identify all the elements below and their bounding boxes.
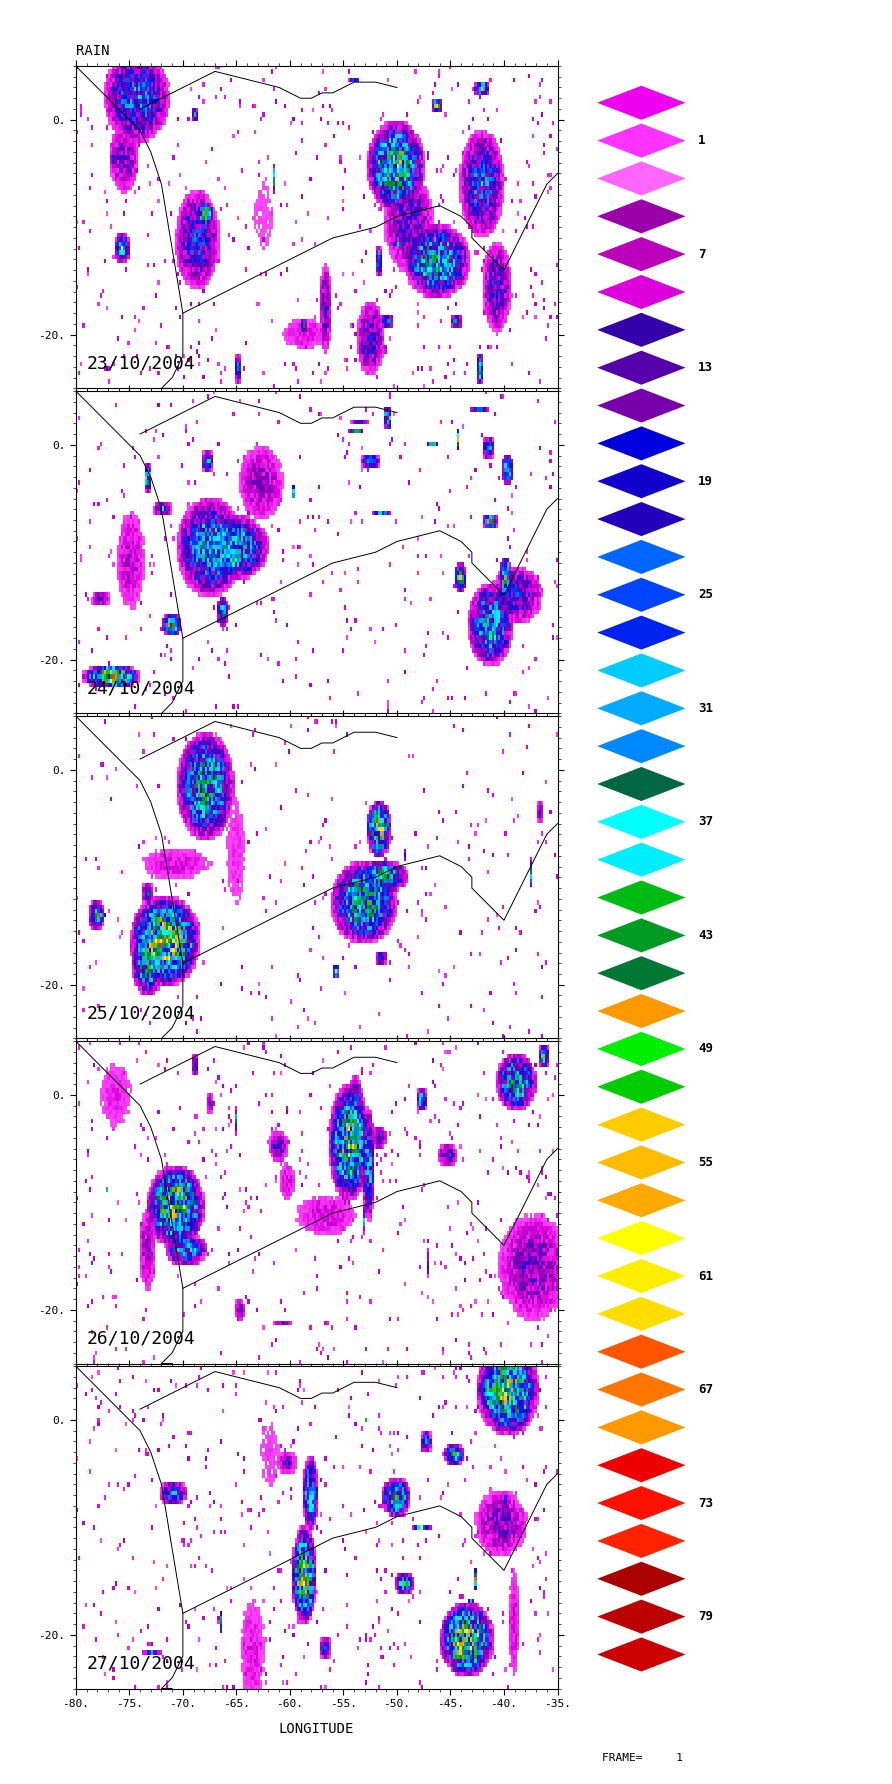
Text: 7: 7 — [698, 248, 706, 260]
Polygon shape — [598, 690, 686, 726]
Polygon shape — [598, 1561, 686, 1597]
Polygon shape — [598, 1600, 686, 1634]
Polygon shape — [598, 275, 686, 309]
Text: 61: 61 — [698, 1270, 714, 1283]
Polygon shape — [598, 1372, 686, 1406]
Text: 49: 49 — [698, 1042, 714, 1056]
Polygon shape — [598, 389, 686, 423]
Text: 25: 25 — [698, 589, 714, 601]
Text: 1: 1 — [698, 134, 706, 146]
Polygon shape — [598, 1524, 686, 1557]
Polygon shape — [598, 730, 686, 764]
Polygon shape — [598, 767, 686, 801]
Text: FRAME=     1: FRAME= 1 — [602, 1752, 682, 1763]
Polygon shape — [598, 994, 686, 1028]
Polygon shape — [598, 200, 686, 234]
Polygon shape — [598, 1183, 686, 1217]
Polygon shape — [598, 464, 686, 498]
Polygon shape — [598, 1334, 686, 1368]
Text: 23/10/2004: 23/10/2004 — [87, 355, 195, 373]
Polygon shape — [598, 123, 686, 157]
Polygon shape — [598, 1449, 686, 1483]
Polygon shape — [598, 1031, 686, 1067]
Polygon shape — [598, 541, 686, 574]
Polygon shape — [598, 956, 686, 990]
Text: 19: 19 — [698, 475, 714, 487]
Text: 43: 43 — [698, 929, 714, 942]
Polygon shape — [598, 312, 686, 346]
Text: 55: 55 — [698, 1156, 714, 1169]
Polygon shape — [598, 842, 686, 876]
Polygon shape — [598, 1220, 686, 1256]
Polygon shape — [598, 1297, 686, 1331]
Text: 79: 79 — [698, 1611, 714, 1623]
Polygon shape — [598, 919, 686, 953]
Text: 13: 13 — [698, 360, 714, 375]
Polygon shape — [598, 805, 686, 838]
Polygon shape — [598, 1070, 686, 1104]
Text: 73: 73 — [698, 1497, 714, 1509]
Text: RAIN: RAIN — [76, 43, 110, 57]
Text: 31: 31 — [698, 701, 714, 715]
Polygon shape — [598, 653, 686, 687]
Polygon shape — [598, 161, 686, 196]
Polygon shape — [598, 1411, 686, 1445]
Polygon shape — [598, 1145, 686, 1179]
Polygon shape — [598, 1638, 686, 1672]
Polygon shape — [598, 426, 686, 460]
Text: 67: 67 — [698, 1383, 714, 1397]
Text: 37: 37 — [698, 815, 714, 828]
Polygon shape — [598, 501, 686, 537]
Text: 26/10/2004: 26/10/2004 — [87, 1329, 195, 1347]
Text: 24/10/2004: 24/10/2004 — [87, 680, 195, 698]
Polygon shape — [598, 1108, 686, 1142]
Polygon shape — [598, 578, 686, 612]
Polygon shape — [598, 1260, 686, 1293]
Polygon shape — [598, 237, 686, 271]
Polygon shape — [598, 1486, 686, 1520]
Polygon shape — [598, 351, 686, 385]
Text: 27/10/2004: 27/10/2004 — [87, 1654, 195, 1672]
Polygon shape — [598, 86, 686, 120]
Text: 25/10/2004: 25/10/2004 — [87, 1004, 195, 1022]
Text: LONGITUDE: LONGITUDE — [279, 1722, 354, 1736]
Polygon shape — [598, 881, 686, 915]
Polygon shape — [598, 615, 686, 649]
